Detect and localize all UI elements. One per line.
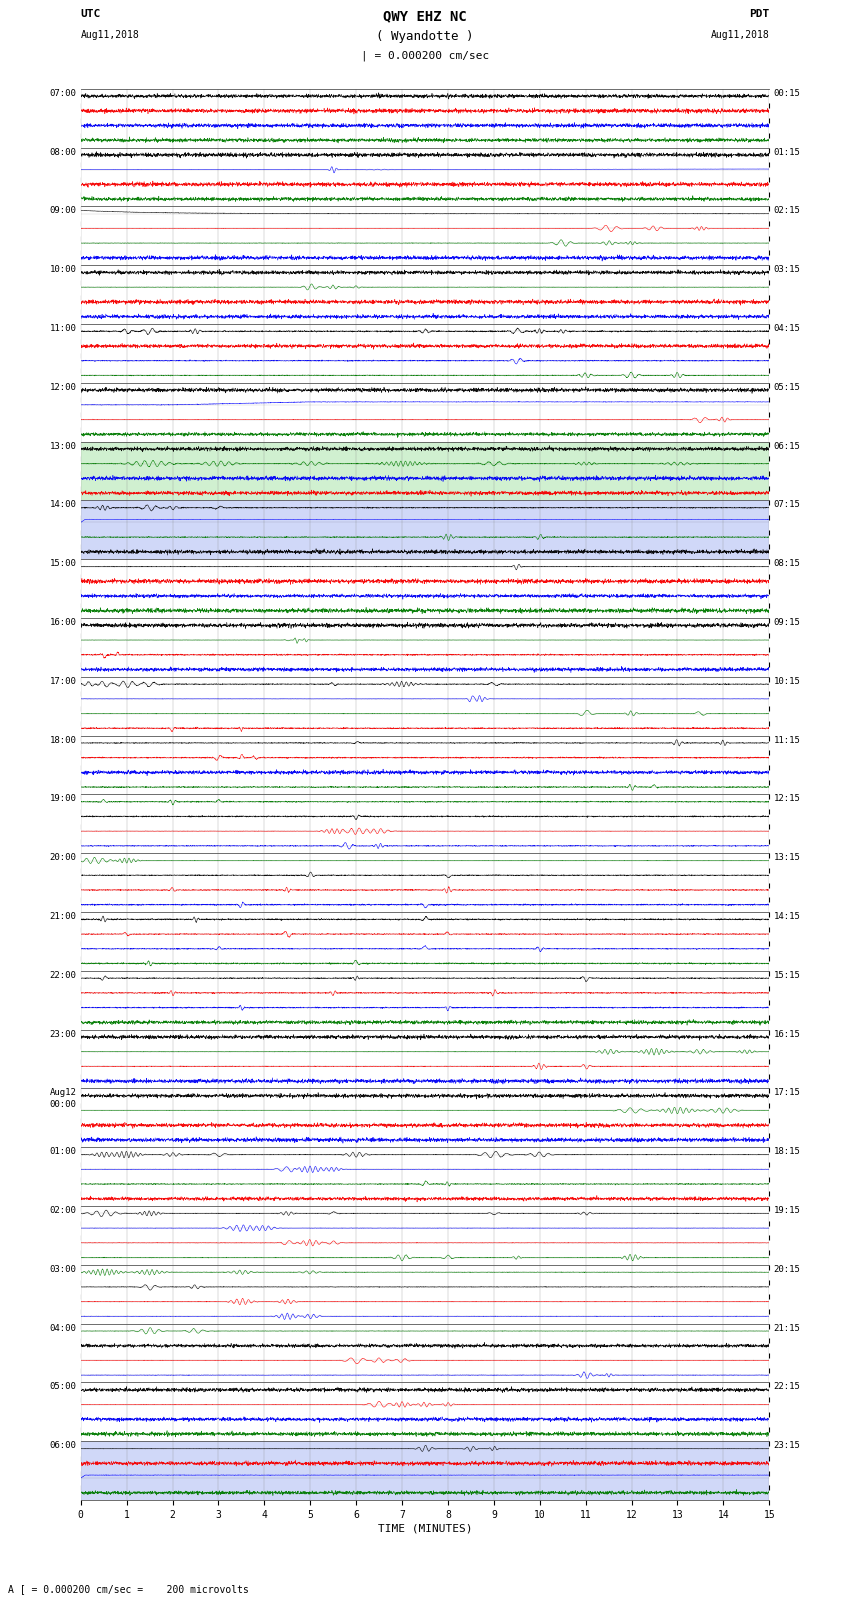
Text: 16:15: 16:15 xyxy=(774,1029,801,1039)
Text: 03:15: 03:15 xyxy=(774,265,801,274)
Text: ( Wyandotte ): ( Wyandotte ) xyxy=(377,31,473,44)
Text: 14:15: 14:15 xyxy=(774,911,801,921)
Text: 10:00: 10:00 xyxy=(49,265,76,274)
Text: 09:00: 09:00 xyxy=(49,206,76,215)
Text: 22:15: 22:15 xyxy=(774,1382,801,1392)
Text: Aug12: Aug12 xyxy=(49,1089,76,1097)
Text: | = 0.000200 cm/sec: | = 0.000200 cm/sec xyxy=(361,50,489,61)
Text: 13:15: 13:15 xyxy=(774,853,801,863)
Text: Aug11,2018: Aug11,2018 xyxy=(711,31,769,40)
Text: 08:15: 08:15 xyxy=(774,560,801,568)
Text: 03:00: 03:00 xyxy=(49,1265,76,1274)
Text: 22:00: 22:00 xyxy=(49,971,76,979)
Text: 20:00: 20:00 xyxy=(49,853,76,863)
Text: 23:15: 23:15 xyxy=(774,1442,801,1450)
Text: 11:15: 11:15 xyxy=(774,736,801,745)
Text: 00:00: 00:00 xyxy=(49,1100,76,1110)
Text: 04:15: 04:15 xyxy=(774,324,801,332)
Text: QWY EHZ NC: QWY EHZ NC xyxy=(383,10,467,23)
Text: 18:15: 18:15 xyxy=(774,1147,801,1157)
Text: A [ = 0.000200 cm/sec =    200 microvolts: A [ = 0.000200 cm/sec = 200 microvolts xyxy=(8,1584,249,1594)
Text: 00:15: 00:15 xyxy=(774,89,801,98)
Text: 05:00: 05:00 xyxy=(49,1382,76,1392)
Text: 17:00: 17:00 xyxy=(49,677,76,686)
Text: 12:00: 12:00 xyxy=(49,382,76,392)
Text: 15:15: 15:15 xyxy=(774,971,801,979)
Text: 10:15: 10:15 xyxy=(774,677,801,686)
Text: 05:15: 05:15 xyxy=(774,382,801,392)
Text: 06:00: 06:00 xyxy=(49,1442,76,1450)
Text: 17:15: 17:15 xyxy=(774,1089,801,1097)
Text: 02:00: 02:00 xyxy=(49,1207,76,1215)
Text: 04:00: 04:00 xyxy=(49,1324,76,1332)
Text: 02:15: 02:15 xyxy=(774,206,801,215)
Text: 21:15: 21:15 xyxy=(774,1324,801,1332)
Text: UTC: UTC xyxy=(81,10,101,19)
Text: 06:15: 06:15 xyxy=(774,442,801,450)
Text: 18:00: 18:00 xyxy=(49,736,76,745)
Text: Aug11,2018: Aug11,2018 xyxy=(81,31,139,40)
Text: 15:00: 15:00 xyxy=(49,560,76,568)
Text: 19:00: 19:00 xyxy=(49,794,76,803)
Text: 12:15: 12:15 xyxy=(774,794,801,803)
Text: 07:15: 07:15 xyxy=(774,500,801,510)
Text: PDT: PDT xyxy=(749,10,769,19)
Text: 01:00: 01:00 xyxy=(49,1147,76,1157)
X-axis label: TIME (MINUTES): TIME (MINUTES) xyxy=(377,1524,473,1534)
Text: 09:15: 09:15 xyxy=(774,618,801,627)
Text: 07:00: 07:00 xyxy=(49,89,76,98)
Text: 20:15: 20:15 xyxy=(774,1265,801,1274)
Text: 01:15: 01:15 xyxy=(774,147,801,156)
Text: 19:15: 19:15 xyxy=(774,1207,801,1215)
Text: 13:00: 13:00 xyxy=(49,442,76,450)
Text: 14:00: 14:00 xyxy=(49,500,76,510)
Text: 16:00: 16:00 xyxy=(49,618,76,627)
Text: 08:00: 08:00 xyxy=(49,147,76,156)
Text: 11:00: 11:00 xyxy=(49,324,76,332)
Text: 23:00: 23:00 xyxy=(49,1029,76,1039)
Text: 21:00: 21:00 xyxy=(49,911,76,921)
